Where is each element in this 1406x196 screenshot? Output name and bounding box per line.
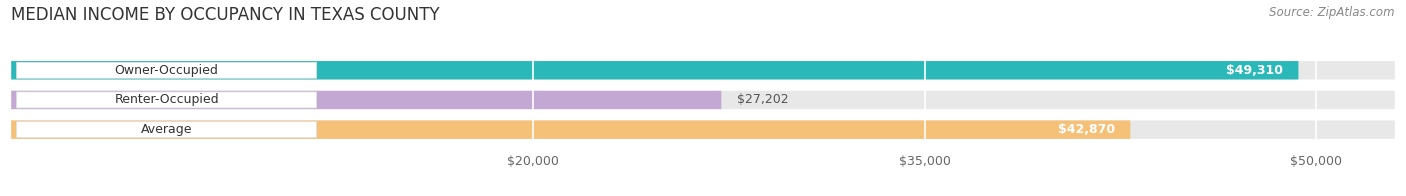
Text: $42,870: $42,870 [1057,123,1115,136]
Text: $49,310: $49,310 [1226,64,1282,77]
Text: Owner-Occupied: Owner-Occupied [115,64,218,77]
FancyBboxPatch shape [17,122,316,138]
Text: $27,202: $27,202 [737,93,789,106]
FancyBboxPatch shape [11,121,1130,139]
FancyBboxPatch shape [11,61,1298,79]
FancyBboxPatch shape [17,62,316,78]
FancyBboxPatch shape [17,92,316,108]
FancyBboxPatch shape [11,91,721,109]
FancyBboxPatch shape [11,121,1395,139]
Text: Average: Average [141,123,193,136]
FancyBboxPatch shape [11,61,1395,79]
Text: MEDIAN INCOME BY OCCUPANCY IN TEXAS COUNTY: MEDIAN INCOME BY OCCUPANCY IN TEXAS COUN… [11,6,440,24]
Text: Renter-Occupied: Renter-Occupied [114,93,219,106]
FancyBboxPatch shape [11,91,1395,109]
Text: Source: ZipAtlas.com: Source: ZipAtlas.com [1270,6,1395,19]
